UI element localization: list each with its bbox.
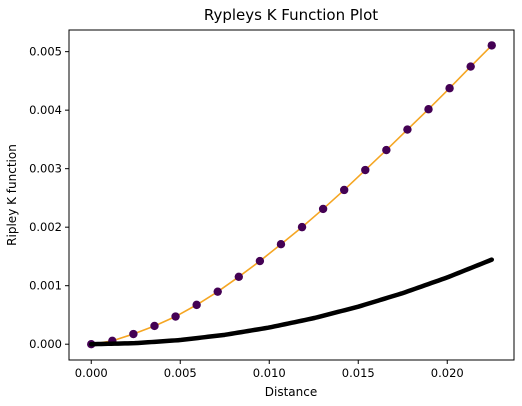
- x-tick-label: 0.000: [75, 366, 108, 380]
- data-point: [466, 62, 475, 71]
- x-tick-label: 0.005: [164, 366, 197, 380]
- data-point: [339, 185, 349, 195]
- data-point: [318, 204, 328, 214]
- y-tick-label: 0.005: [29, 45, 62, 59]
- data-point: [445, 84, 454, 93]
- data-point: [403, 125, 412, 134]
- data-point: [129, 329, 138, 339]
- y-axis: 0.000 0.001 0.002 0.003 0.004 0.005: [29, 45, 69, 351]
- y-tick-label: 0.000: [29, 337, 62, 351]
- y-tick-label: 0.001: [29, 279, 62, 293]
- data-point: [192, 300, 201, 310]
- x-tick-label: 0.020: [431, 366, 464, 380]
- data-point: [171, 312, 180, 321]
- data-point: [276, 240, 286, 249]
- y-tick-label: 0.003: [29, 162, 62, 176]
- data-point: [150, 321, 159, 331]
- y-tick-label: 0.004: [29, 103, 62, 117]
- data-point: [361, 165, 370, 175]
- x-axis-label: Distance: [265, 385, 317, 399]
- data-point: [424, 105, 433, 114]
- data-point: [382, 145, 391, 155]
- x-tick-label: 0.010: [253, 366, 286, 380]
- series-line-orange: [91, 44, 493, 345]
- chart-title: Rypleys K Function Plot: [204, 6, 378, 24]
- data-point: [213, 287, 222, 296]
- plot-layer: [87, 41, 496, 349]
- data-point: [297, 222, 307, 232]
- y-axis-label: Ripley K function: [5, 144, 19, 246]
- x-axis: 0.000 0.005 0.010 0.015 0.020: [75, 360, 464, 380]
- data-point: [255, 256, 265, 266]
- plot-frame: [68, 29, 515, 361]
- data-point: [234, 272, 243, 281]
- y-tick-label: 0.002: [29, 220, 62, 234]
- series-line-black: [89, 257, 494, 347]
- data-point: [487, 41, 496, 50]
- x-tick-label: 0.015: [342, 366, 375, 380]
